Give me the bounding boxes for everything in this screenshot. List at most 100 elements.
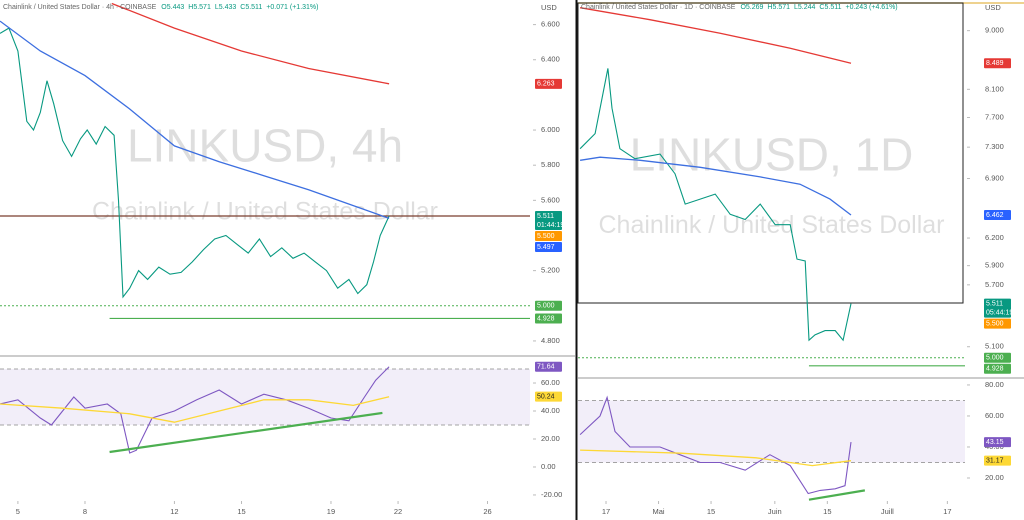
chart-title: Chainlink / United States Dollar · 4h · … <box>3 4 157 11</box>
x-tick-label: 8 <box>83 507 87 516</box>
y-tick-label: 4.800 <box>541 336 560 345</box>
axis-marker <box>535 361 562 372</box>
x-tick-label: 26 <box>483 507 491 516</box>
ohlc-value: L5.244 <box>794 4 816 11</box>
axis-marker-label: 5.000 <box>537 303 555 310</box>
y-tick-label: -20.00 <box>541 490 562 499</box>
watermark: LINKUSD, 1D <box>630 128 914 180</box>
series-line <box>0 20 390 220</box>
axis-marker-label: 5.500 <box>986 320 1004 327</box>
y-tick-label: 6.400 <box>541 55 560 64</box>
y-tick-label: 5.700 <box>985 280 1004 289</box>
x-tick-label: 22 <box>394 507 402 516</box>
axis-marker-label: 4.928 <box>986 366 1004 373</box>
series-line <box>111 2 390 85</box>
axis-unit: USD <box>541 3 557 12</box>
axis-marker-label: 50.24 <box>537 394 555 401</box>
trendline <box>109 411 383 454</box>
axis-marker <box>535 313 562 324</box>
plot-area <box>0 366 530 454</box>
rsi-band <box>0 369 530 426</box>
watermark: Chainlink / United States Dollar <box>92 198 438 226</box>
axis-marker <box>984 318 1011 329</box>
y-tick-label: 7.300 <box>985 142 1004 151</box>
x-tick-label: 15 <box>707 507 715 516</box>
y-tick-label: 20.00 <box>985 473 1004 482</box>
axis-marker <box>535 78 562 89</box>
axis-marker <box>984 298 1011 318</box>
ohlc-value: C5.511 <box>240 4 262 11</box>
countdown: 05:44:19 <box>986 309 1013 316</box>
axis-marker-label: 8.489 <box>986 60 1004 67</box>
plot-area: LINKUSD, 1D Chainlink / United States Dol… <box>578 7 965 367</box>
axis-marker <box>535 241 562 252</box>
axis-marker-label: 5.500 <box>537 233 555 240</box>
y-tick-label: 60.00 <box>541 378 560 387</box>
axis-marker <box>984 210 1011 221</box>
axis-marker-label: 43.15 <box>986 439 1004 446</box>
x-tick-label: 12 <box>170 507 178 516</box>
series-line <box>0 396 390 423</box>
y-tick-label: 6.600 <box>541 20 560 29</box>
axis-marker <box>984 437 1011 448</box>
axis-marker <box>984 363 1011 374</box>
axis-marker-label: 6.462 <box>986 212 1004 219</box>
ohlc-value: O5.269 <box>740 4 763 11</box>
axis-marker-label: 6.263 <box>537 81 555 88</box>
axis-unit: USD <box>985 3 1001 12</box>
series-line <box>0 27 390 299</box>
axis-marker <box>984 58 1011 69</box>
axis-marker <box>535 210 562 230</box>
axis-marker <box>535 230 562 241</box>
y-tick-label: 6.200 <box>985 233 1004 242</box>
y-tick-label: 9.000 <box>985 26 1004 35</box>
series-line <box>579 68 852 342</box>
ohlc-value: C5.511 <box>819 4 841 11</box>
y-tick-label: 8.100 <box>985 84 1004 93</box>
ohlc-value: O5.443 <box>161 4 184 11</box>
series-line <box>579 395 852 495</box>
ohlc-value: L5.433 <box>215 4 237 11</box>
x-tick-label: Juin <box>768 507 782 516</box>
x-tick-label: 15 <box>823 507 831 516</box>
x-tick-label: Mai <box>652 507 664 516</box>
y-tick-label: 40.00 <box>541 406 560 415</box>
axis-marker-label: 71.64 <box>537 364 555 371</box>
axis-marker-label: 5.511 <box>986 300 1003 307</box>
y-tick-label: 5.100 <box>985 342 1004 351</box>
y-tick-label: 6.000 <box>541 125 560 134</box>
plot-area: LINKUSD, 4h Chainlink / United States Dol… <box>0 2 530 320</box>
axis-marker-label: 5.000 <box>986 355 1004 362</box>
y-tick-label: 6.900 <box>985 174 1004 183</box>
axis-marker-label: 4.928 <box>537 315 555 322</box>
x-tick-label: Juill <box>881 507 894 516</box>
y-tick-label: 5.800 <box>541 160 560 169</box>
y-tick-label: 5.200 <box>541 266 560 275</box>
ohlc-value: +0.243 (+4.61%) <box>845 4 897 11</box>
ohlc-value: H5.571 <box>767 4 790 11</box>
x-tick-label: 19 <box>327 507 335 516</box>
plot-area <box>578 395 965 495</box>
axis-marker <box>984 352 1011 363</box>
x-tick-label: 15 <box>237 507 245 516</box>
watermark: LINKUSD, 4h <box>127 119 403 171</box>
axis-marker-label: 5.497 <box>537 244 555 251</box>
x-tick-label: 17 <box>943 507 951 516</box>
y-tick-label: 5.900 <box>985 261 1004 270</box>
series-line <box>579 7 852 64</box>
rsi-band <box>578 400 965 463</box>
x-tick-label: 5 <box>16 507 20 516</box>
axis-marker <box>535 391 562 402</box>
chart-title: Chainlink / United States Dollar · 1D · … <box>581 4 736 11</box>
axis-marker <box>984 455 1011 466</box>
y-tick-label: 7.700 <box>985 112 1004 121</box>
axis-marker-label: 31.17 <box>986 458 1004 465</box>
axis-marker <box>535 300 562 311</box>
series-line <box>579 156 852 216</box>
y-tick-label: 0.00 <box>541 462 556 471</box>
series-line <box>580 449 852 467</box>
ohlc-value: +0.071 (+1.31%) <box>266 4 318 11</box>
